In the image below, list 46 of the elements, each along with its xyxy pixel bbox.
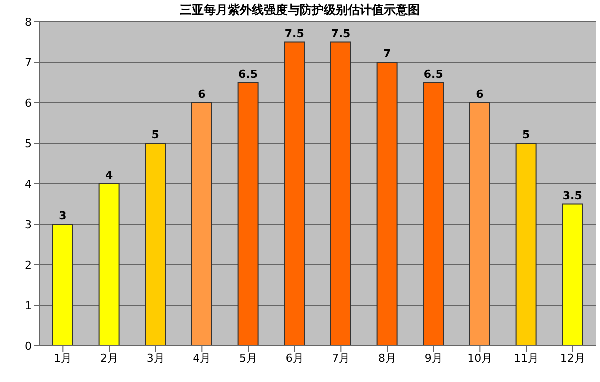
bar [98,184,120,346]
x-tick-label: 6月 [286,352,304,365]
data-label: 3 [59,210,67,222]
bar [330,42,352,346]
y-tick-label: 7 [25,56,32,70]
x-tick-label: 7月 [332,352,350,365]
bar [145,143,166,346]
x-tick-label: 2月 [100,352,118,365]
x-tick-label: 10月 [468,352,493,365]
bar [52,224,74,346]
data-label: 6 [476,88,484,101]
chart-title: 三亚每月紫外线强度与防护级别估计值示意图 [180,3,420,17]
x-tick-label: 11月 [514,352,539,365]
data-label: 7.5 [284,27,304,40]
y-tick-label: 0 [25,340,32,353]
bar [238,82,259,346]
y-tick-label: 1 [25,299,32,312]
x-tick-label: 5月 [240,352,258,365]
bar [562,204,584,346]
bar [469,102,490,346]
y-tick-label: 5 [25,137,32,150]
data-label: 6.5 [238,68,258,81]
data-label: 6.5 [424,68,444,81]
data-label: 6 [198,88,206,101]
x-tick-label: 1月 [54,352,72,365]
bar [516,143,537,346]
data-label: 7 [383,48,392,60]
y-tick-label: 6 [25,96,32,110]
x-tick-label: 3月 [146,352,165,365]
data-label: 5 [522,128,530,142]
bar [284,42,306,346]
x-tick-label: 4月 [193,352,212,365]
x-tick-label: 9月 [424,352,443,365]
data-label: 7.5 [331,27,351,40]
data-label: 4 [105,169,114,182]
y-tick-label: 2 [25,258,32,272]
y-tick-label: 4 [25,178,32,191]
y-tick-label: 3 [25,218,32,232]
bar [191,102,212,346]
bar [376,62,398,346]
data-label: 3.5 [562,189,582,202]
y-tick-label: 8 [25,16,32,29]
data-label: 5 [152,128,160,142]
x-tick-label: 12月 [560,352,586,365]
x-tick-label: 8月 [378,352,396,365]
bar [423,82,444,346]
